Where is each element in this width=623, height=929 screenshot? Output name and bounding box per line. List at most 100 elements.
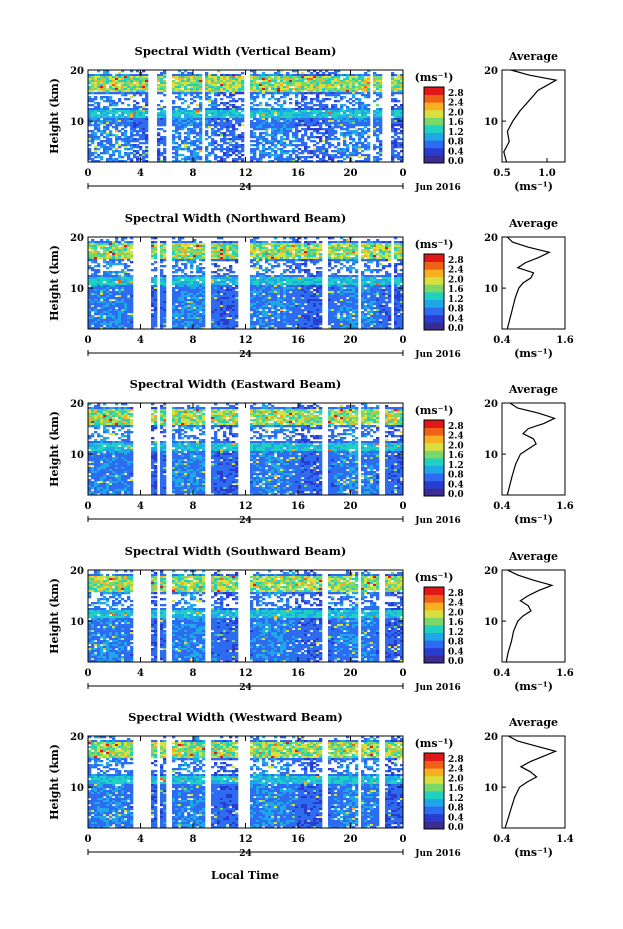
heatmap-cell <box>175 86 179 89</box>
heatmap-cell <box>340 281 344 284</box>
heatmap-cell <box>370 245 374 248</box>
heatmap-cell <box>175 106 179 109</box>
heatmap-cell <box>223 277 227 280</box>
heatmap-cell <box>265 255 269 258</box>
heatmap-cell <box>211 128 215 131</box>
heatmap-cell <box>271 154 275 157</box>
heatmap-cell <box>121 102 125 105</box>
heatmap-cell <box>340 148 344 151</box>
heatmap-cell <box>307 259 311 262</box>
heatmap-cell <box>229 100 233 103</box>
heatmap-cell <box>394 277 398 280</box>
heatmap-cell <box>355 112 359 115</box>
heatmap-cell <box>109 100 113 103</box>
heatmap-cell <box>319 88 323 91</box>
heatmap-cell <box>337 94 341 97</box>
heatmap-cell <box>112 80 116 83</box>
heatmap-cell <box>232 108 236 111</box>
heatmap-cell <box>211 279 215 282</box>
heatmap-cell <box>274 281 278 284</box>
heatmap-cell <box>97 148 101 151</box>
heatmap-cell <box>376 82 380 85</box>
heatmap-cell <box>391 88 395 91</box>
heatmap-cell <box>364 144 368 147</box>
heatmap-cell <box>130 255 134 258</box>
heatmap-cell <box>109 259 113 262</box>
heatmap-cell <box>103 257 107 260</box>
heatmap-cell <box>289 285 293 288</box>
heatmap-cell <box>337 76 341 79</box>
heatmap-cell <box>271 150 275 153</box>
heatmap-cell <box>154 267 158 270</box>
heatmap-cell <box>364 112 368 115</box>
heatmap-cell <box>301 74 305 77</box>
heatmap-cell <box>205 156 209 159</box>
heatmap-cell <box>202 285 206 288</box>
heatmap-cell <box>337 275 341 278</box>
heatmap-cell <box>265 279 269 282</box>
heatmap-cell <box>331 150 335 153</box>
heatmap-cell <box>226 277 230 280</box>
heatmap-cell <box>334 82 338 85</box>
heatmap-cell <box>97 160 101 163</box>
heatmap-cell <box>397 74 401 77</box>
heatmap-cell <box>340 92 344 95</box>
heatmap-cell <box>277 156 281 159</box>
heatmap-cell <box>124 126 128 129</box>
heatmap-cell <box>124 249 128 252</box>
heatmap-cell <box>151 251 155 254</box>
heatmap-cell <box>229 245 233 248</box>
heatmap-cell <box>346 259 350 262</box>
heatmap-cell <box>289 265 293 268</box>
heatmap-cell <box>229 74 233 77</box>
heatmap-cell <box>319 80 323 83</box>
heatmap-cell <box>361 116 365 119</box>
heatmap-cell <box>88 80 92 83</box>
heatmap-cell <box>178 70 182 73</box>
heatmap-cell <box>268 108 272 111</box>
heatmap-cell <box>361 114 365 117</box>
heatmap-cell <box>139 122 143 125</box>
heatmap-cell <box>286 76 290 79</box>
heatmap-cell <box>295 291 299 294</box>
heatmap-cell <box>331 245 335 248</box>
heatmap-cell <box>181 92 185 95</box>
heatmap-cell <box>265 120 269 123</box>
heatmap-cell <box>274 136 278 139</box>
heatmap-cell <box>160 100 164 103</box>
heatmap-cell <box>379 140 383 143</box>
heatmap-cell <box>364 94 368 97</box>
heatmap-cell <box>94 275 98 278</box>
heatmap-cell <box>115 108 119 111</box>
heatmap-cell <box>193 96 197 99</box>
heatmap-cell <box>394 241 398 244</box>
heatmap-cell <box>262 140 266 143</box>
heatmap-cell <box>142 76 146 79</box>
heatmap-cell <box>373 275 377 278</box>
heatmap-cell <box>259 150 263 153</box>
heatmap-cell <box>223 259 227 262</box>
heatmap-cell <box>160 160 164 163</box>
heatmap-cell <box>178 279 182 282</box>
heatmap-cell <box>124 263 128 266</box>
heatmap-cell <box>355 283 359 286</box>
heatmap-cell <box>280 156 284 159</box>
heatmap-cell <box>316 100 320 103</box>
heatmap-cell <box>220 132 224 135</box>
heatmap-cell <box>394 128 398 131</box>
heatmap-cell <box>292 118 296 121</box>
heatmap-cell <box>178 269 182 272</box>
heatmap-cell <box>400 116 404 119</box>
heatmap-cell <box>127 120 131 123</box>
heatmap-cell <box>112 102 116 105</box>
heatmap-cell <box>268 116 272 119</box>
heatmap-cell <box>283 245 287 248</box>
heatmap-cell <box>115 259 119 262</box>
heatmap-cell <box>112 154 116 157</box>
heatmap-cell <box>235 245 239 248</box>
heatmap-cell <box>184 243 188 246</box>
heatmap-cell <box>373 128 377 131</box>
heatmap-cell <box>196 283 200 286</box>
heatmap-cell <box>343 291 347 294</box>
heatmap-cell <box>109 122 113 125</box>
